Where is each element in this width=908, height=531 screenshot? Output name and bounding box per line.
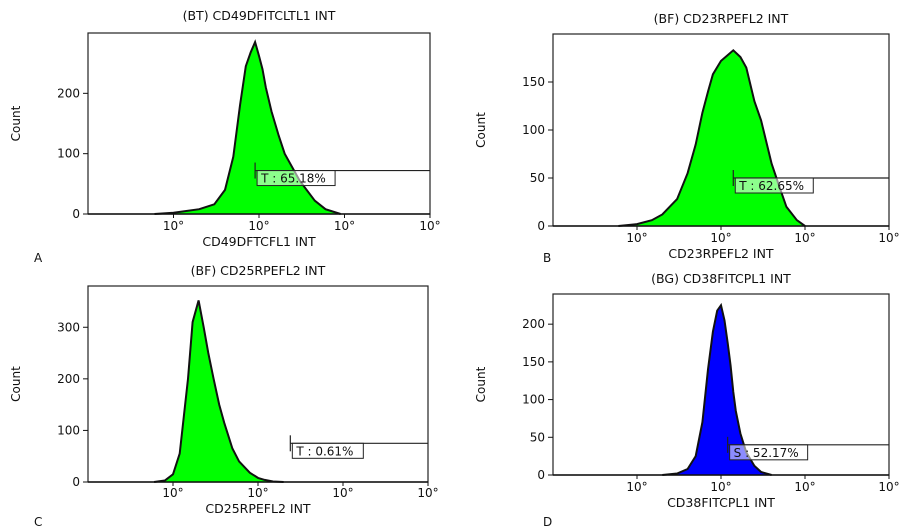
y-tick-label: 50 — [530, 430, 545, 444]
gate-label: T : 62.65% — [738, 179, 804, 193]
chart-title: (BT) CD49DFITCLTL1 INT — [183, 8, 336, 23]
x-tick-label: 10° — [794, 480, 815, 494]
x-tick-label: 10° — [626, 480, 647, 494]
y-tick-label: 200 — [57, 86, 80, 100]
y-tick-label: 200 — [522, 317, 545, 331]
y-tick-label: 100 — [57, 423, 80, 437]
panel-letter: C — [34, 515, 42, 529]
panel-letter: A — [34, 251, 43, 265]
y-tick-label: 100 — [522, 393, 545, 407]
histogram-panel-c: (BF) CD25RPEFL2 INT 0 100 200 300 10° 10° 10° 10… — [9, 263, 439, 529]
chart-title: (BG) CD38FITCPL1 INT — [651, 271, 791, 286]
gate-label: T : 65.18% — [260, 172, 326, 186]
x-tick-label: 10° — [710, 231, 731, 245]
y-axis-label: Count — [9, 366, 23, 402]
y-tick-label: 100 — [522, 123, 545, 137]
histogram-area — [154, 42, 341, 214]
x-tick-label: 10° — [334, 219, 355, 233]
x-tick-label: 10° — [878, 231, 899, 245]
y-tick-label: 150 — [522, 75, 545, 89]
y-tick-label: 0 — [537, 468, 545, 482]
x-tick-label: 10° — [163, 219, 184, 233]
x-axis-label: CD25RPEFL2 INT — [205, 501, 310, 516]
y-tick-label: 150 — [522, 355, 545, 369]
gate-label: T : 0.61% — [295, 444, 353, 458]
x-tick-label: 10° — [247, 486, 268, 500]
y-tick-label: 0 — [537, 219, 545, 233]
histogram-panel-a: (BT) CD49DFITCLTL1 INT 0 100 200 10° 10° 10° 10… — [9, 8, 441, 265]
x-axis-label: CD23RPEFL2 INT — [668, 246, 773, 261]
x-tick-label: 10° — [332, 486, 353, 500]
chart-title: (BF) CD23RPEFL2 INT — [654, 11, 789, 26]
x-tick-label: 10° — [248, 219, 269, 233]
histogram-area — [154, 300, 284, 482]
chart-title: (BF) CD25RPEFL2 INT — [191, 263, 326, 278]
y-axis-label: Count — [474, 112, 488, 148]
x-axis-label: CD38FITCPL1 INT — [667, 495, 775, 510]
x-tick-label: 10° — [417, 486, 438, 500]
gate-label-box — [256, 170, 336, 187]
y-axis-label: Count — [474, 366, 488, 402]
y-tick-label: 100 — [57, 147, 80, 161]
y-axis-label: Count — [9, 105, 23, 141]
gate-label-box — [729, 444, 809, 461]
x-tick-label: 10° — [878, 480, 899, 494]
y-tick-label: 0 — [72, 475, 80, 489]
histogram-outline — [618, 48, 806, 227]
gate-label-box — [291, 442, 364, 459]
histogram-outline — [153, 300, 284, 483]
y-tick-label: 300 — [57, 320, 80, 334]
gate-label: S : 52.17% — [734, 446, 799, 460]
plot-frame — [87, 285, 429, 483]
y-tick-label: 50 — [530, 171, 545, 185]
histogram-panel-d: (BG) CD38FITCPL1 INT 0 50 100 150 200 10° 10° 10… — [474, 271, 900, 529]
x-tick-label: 10° — [419, 219, 440, 233]
x-tick-label: 10° — [794, 231, 815, 245]
y-tick-label: 0 — [72, 207, 80, 221]
panel-letter: B — [543, 251, 551, 265]
x-axis-label: CD49DFTCFL1 INT — [202, 234, 316, 249]
x-tick-label: 10° — [162, 486, 183, 500]
gate-label-box — [734, 177, 814, 194]
histogram-panel-b: (BF) CD23RPEFL2 INT 0 50 100 150 10° 10° 10° 10°… — [474, 11, 900, 265]
panel-letter: D — [543, 515, 552, 529]
y-tick-label: 200 — [57, 372, 80, 386]
histogram-area — [662, 305, 772, 475]
x-tick-label: 10° — [710, 480, 731, 494]
x-tick-label: 10° — [626, 231, 647, 245]
